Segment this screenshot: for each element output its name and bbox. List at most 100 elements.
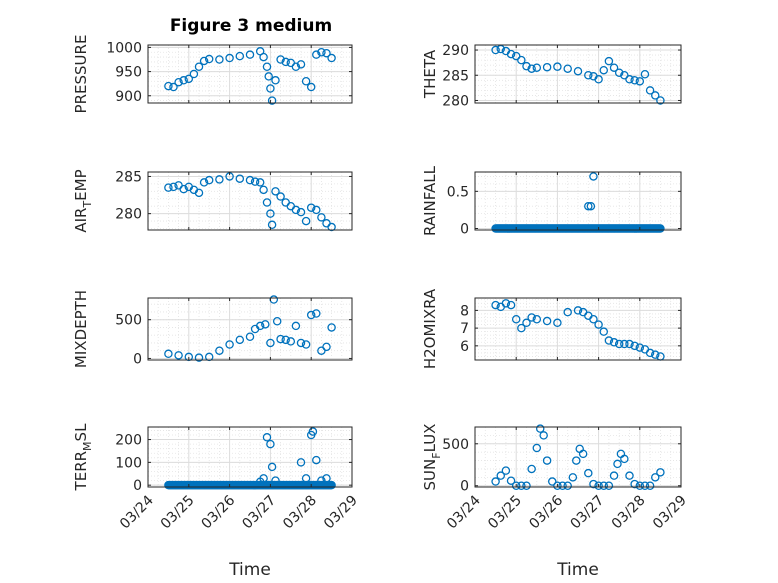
data-point [204,54,214,64]
y-tick-label: 285 [115,169,142,185]
data-point [645,86,655,95]
y-axis-label: THETA [421,49,439,99]
subplot-terr-msl: 0 100 200 TERRMSL 03/24 03/25 03/26 03/27 03/28 0… [72,423,361,580]
x-axis-label: Time [556,560,599,580]
subplot-pressure: 900 950 1000 PRESSURE [72,35,353,113]
data-point [250,177,260,186]
data-point [262,62,272,72]
data-point [259,52,268,62]
data-point [245,50,255,59]
data-point [496,471,505,480]
data-point [255,321,265,331]
x-tick-label: 03/25 [485,493,525,533]
data-point [625,75,634,84]
data-point [215,346,224,355]
figure-title: Figure 3 medium [170,16,332,36]
data-point [312,205,321,215]
y-tick-label: 280 [442,93,469,109]
data-point [511,51,521,61]
data-point [614,339,624,349]
data-point [199,178,209,187]
data-point [235,335,245,345]
data-point [271,76,280,85]
y-tick-label: 7 [460,321,469,337]
data-point [327,53,336,63]
data-point [625,471,634,480]
data-point [259,185,268,195]
data-point [169,82,178,92]
data-point [635,481,645,490]
data-point [327,480,336,490]
x-tick-label: 03/27 [568,493,608,533]
data-point [194,353,204,362]
data-point [312,50,321,59]
data-point [291,62,301,72]
data-point [267,220,277,230]
data-point [635,343,645,352]
y-tick-label: 280 [115,207,142,223]
data-point [245,175,255,185]
data-point [527,64,536,73]
data-point [548,477,557,486]
data-point [266,338,275,348]
data-point [291,205,301,215]
minor-grid [148,427,352,487]
data-point [327,222,336,232]
data-point [281,335,290,345]
data-point [584,468,593,478]
data-point [506,49,516,59]
data-point [296,207,306,217]
data-points [491,424,665,490]
data-point [204,175,214,185]
data-point [271,476,280,485]
data-point [276,334,285,344]
data-point [656,224,665,233]
data-point [517,481,526,490]
y-tick-label: 8 [460,303,469,319]
data-point [527,313,536,322]
data-point [179,184,188,194]
data-point [501,299,511,308]
y-tick-label: 950 [115,65,142,81]
data-point [276,192,285,201]
data-point [532,315,542,324]
data-point [630,76,639,85]
data-point [542,316,552,326]
subplot-rainfall: 0 0.5 RAINFALL [421,165,682,238]
axes-box [474,44,682,104]
x-axis-label: Time [228,560,271,580]
x-tick-label: 03/29 [650,493,690,533]
y-tick-label: 0 [460,479,469,495]
x-tick-label: 03/29 [321,493,361,533]
y-tick-label: 0.5 [447,184,469,200]
data-point [572,456,581,465]
data-point [259,474,268,483]
data-point [620,71,629,80]
data-point [164,81,173,91]
data-point [322,48,331,58]
data-point [322,474,331,483]
x-tick-label: 03/28 [609,493,649,533]
data-point [306,310,316,320]
data-points [164,172,336,232]
data-point [245,332,255,341]
data-point [620,339,629,349]
data-point [164,183,173,192]
y-tick-label: 6 [460,339,469,355]
data-point [215,55,224,64]
data-points [491,172,665,233]
axes-box [474,426,682,488]
data-point [640,481,650,490]
x-tick-label: 03/24 [117,492,157,532]
data-point [225,340,234,349]
data-point [317,476,326,485]
data-point [651,350,660,359]
data-point [609,471,619,480]
data-point [589,172,598,181]
y-tick-label: 290 [442,43,469,59]
subplot-air-temp: 280 285 AIRTEMP [72,169,353,233]
data-point [656,468,665,477]
data-point [272,316,282,326]
